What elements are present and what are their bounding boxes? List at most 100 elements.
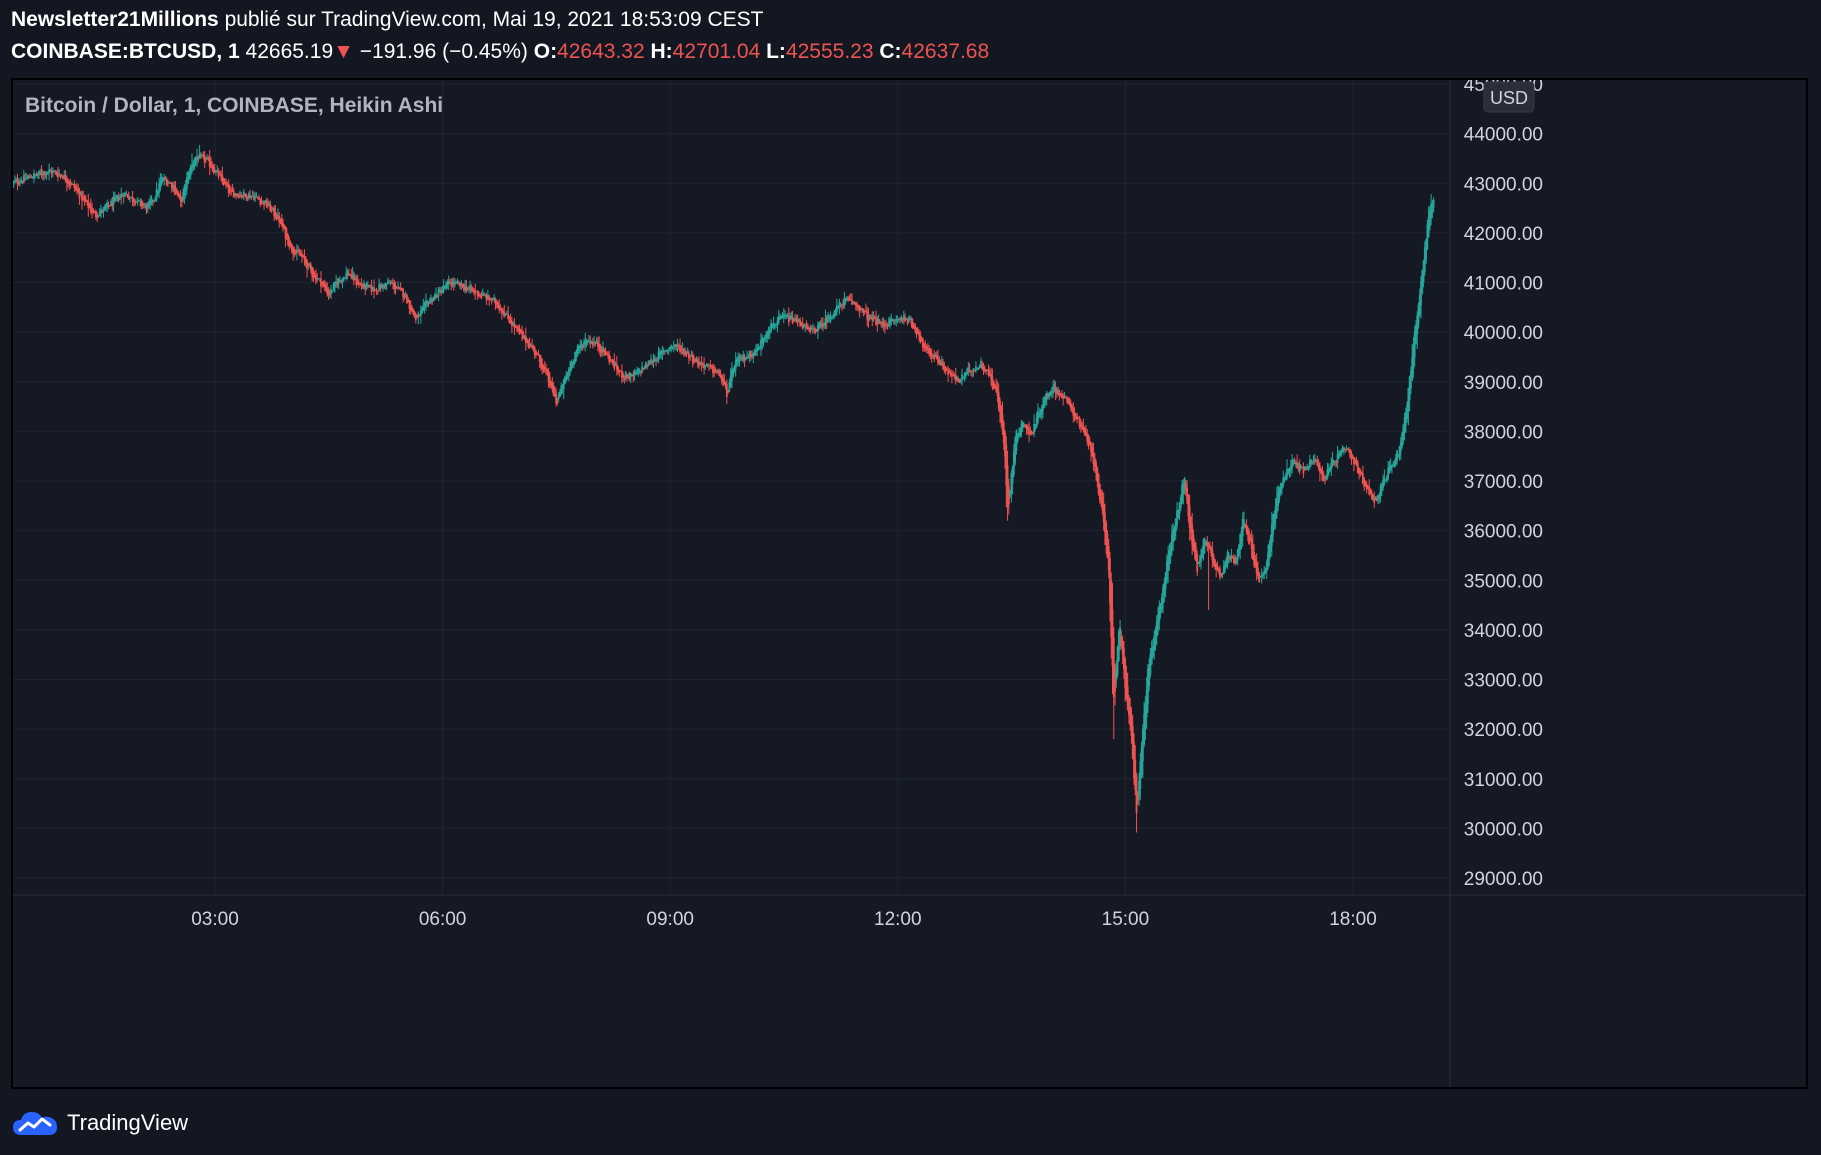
candle-body-up: [255, 196, 258, 198]
candle-body-down: [221, 175, 224, 181]
candle-body-down: [1097, 474, 1100, 494]
candle-body-down: [536, 352, 539, 355]
candle-body-up: [830, 316, 833, 318]
candle-body-down: [642, 369, 645, 371]
candle-body-down: [873, 317, 876, 319]
candle-body-up: [1294, 462, 1297, 464]
candle-body-up: [964, 372, 967, 376]
candle-body-down: [1090, 442, 1092, 452]
candle-body-down: [709, 364, 712, 367]
candle-body-down: [1361, 473, 1364, 484]
candle-body-up: [1393, 461, 1396, 466]
symbol-interval: COINBASE:BTCUSD, 1: [11, 40, 240, 63]
candle-body-up: [384, 283, 387, 287]
candle-body-down: [376, 290, 379, 292]
price-tick-label: 31000.00: [1464, 770, 1543, 791]
candle-body-up: [744, 358, 747, 360]
candle-body-down: [987, 370, 990, 376]
candle-body-up: [1284, 475, 1287, 480]
candle-body-down: [490, 299, 493, 302]
candle-body-up: [120, 194, 123, 198]
candle-body-down: [1367, 486, 1369, 488]
candle-body-up: [1307, 466, 1310, 469]
candle-body-up: [748, 350, 751, 358]
candle-body-down: [111, 203, 114, 206]
candle-body-down: [59, 174, 62, 176]
candle-body-down: [787, 315, 790, 323]
candle-body-up: [699, 362, 702, 365]
candle-body-down: [246, 196, 249, 199]
candle-body-down: [610, 359, 613, 361]
candle-body-up: [51, 171, 54, 173]
candle-body-up: [351, 274, 354, 277]
candle-body-up: [637, 369, 640, 373]
candle-body-down: [518, 328, 521, 331]
candle-body-down: [535, 350, 537, 356]
candle-body-down: [521, 331, 523, 334]
candle-body-up: [1345, 448, 1348, 450]
candle-body-up: [1162, 586, 1164, 604]
candle-body-down: [623, 376, 626, 378]
candle-body-down: [517, 326, 520, 331]
candle-body-up: [33, 173, 35, 178]
candle-body-up: [631, 374, 633, 376]
candle-body-up: [717, 370, 719, 372]
candle-body-up: [752, 354, 755, 357]
candle-body-down: [1120, 636, 1123, 646]
candle-body-up: [441, 289, 444, 293]
candle-body-down: [1086, 433, 1089, 442]
candle-body-up: [961, 374, 963, 381]
candle-body-up: [1243, 520, 1245, 528]
candle-body-up: [786, 315, 789, 317]
candle-body-down: [1322, 475, 1325, 478]
author-name[interactable]: Newsletter21Millions: [11, 8, 219, 31]
candle-body-down: [527, 340, 530, 347]
candle-body-down: [503, 312, 506, 318]
candle-body-up: [891, 320, 894, 322]
candle-body-up: [742, 354, 745, 360]
candle-body-up: [641, 366, 644, 372]
candle-body-up: [1313, 458, 1316, 462]
candle-body-up: [1394, 457, 1397, 464]
candle-body-up: [1308, 461, 1311, 468]
candle-body-up: [339, 279, 341, 282]
candle-body-up: [136, 198, 139, 203]
candle-body-down: [969, 370, 972, 372]
chart-canvas[interactable]: 45000.0044000.0043000.0042000.0041000.00…: [13, 80, 1806, 1087]
candle-body-up: [975, 366, 977, 371]
candle-body-up: [976, 367, 979, 369]
candle-body-down: [55, 171, 58, 175]
candle-body-down: [1121, 640, 1124, 654]
candle-body-up: [838, 302, 841, 309]
candle-body-down: [117, 196, 120, 201]
candle-body-down: [691, 355, 694, 363]
candle-body-down: [174, 188, 177, 193]
candle-body-up: [523, 335, 526, 337]
candle-body-down: [1187, 494, 1190, 517]
candle-body-down: [801, 324, 804, 329]
candle-body-down: [293, 250, 296, 255]
candle-body-down: [863, 310, 866, 312]
candle-body-down: [212, 167, 215, 173]
candle-body-up: [590, 341, 593, 343]
tradingview-brand[interactable]: TradingView: [67, 1110, 189, 1135]
candle-body-down: [279, 219, 282, 221]
candle-body-up: [1306, 467, 1309, 470]
tradingview-cloud-logo-icon[interactable]: [11, 1108, 59, 1138]
candle-body-down: [1302, 467, 1305, 474]
chart-frame[interactable]: 45000.0044000.0043000.0042000.0041000.00…: [11, 78, 1808, 1089]
candle-body-up: [31, 177, 34, 179]
currency-badge[interactable]: USD: [1483, 81, 1535, 113]
candle-body-down: [1073, 412, 1076, 416]
candle-body-down: [951, 373, 953, 377]
candle-body-down: [937, 357, 939, 363]
candle-body-up: [1226, 552, 1229, 564]
candle-body-down: [923, 343, 926, 348]
candle-body-up: [837, 307, 840, 309]
candle-body-down: [603, 348, 606, 353]
candle-body-down: [1375, 498, 1378, 501]
candle-body-up: [1018, 432, 1020, 438]
candle-body-up: [189, 166, 192, 176]
candle-body-up: [186, 177, 188, 189]
candle-body-down: [1102, 503, 1105, 522]
